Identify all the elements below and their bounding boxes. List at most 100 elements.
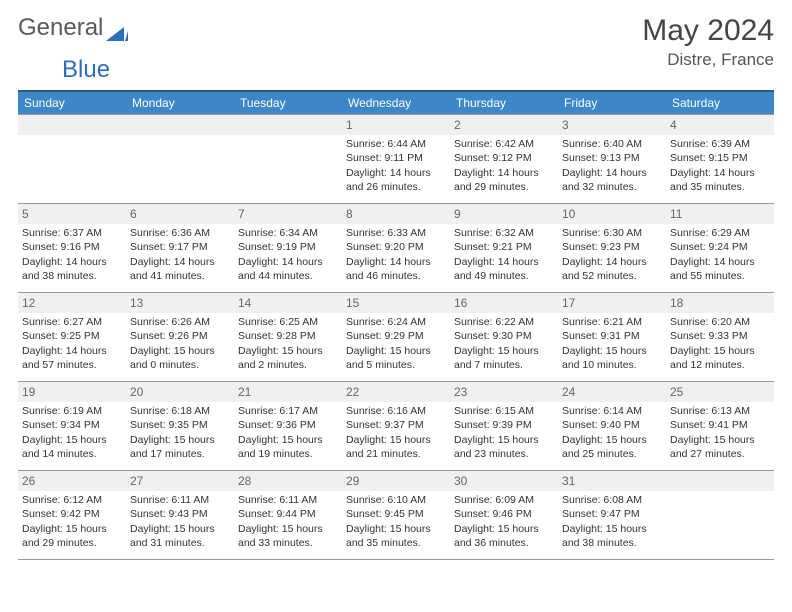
day-number: 13 xyxy=(126,293,234,313)
calendar: Sunday Monday Tuesday Wednesday Thursday… xyxy=(18,90,774,560)
daylight-text: Daylight: 15 hours and 23 minutes. xyxy=(454,433,554,461)
day-number: 2 xyxy=(450,115,558,135)
daylight-text: Daylight: 15 hours and 12 minutes. xyxy=(670,344,770,372)
weekday-tue: Tuesday xyxy=(234,92,342,114)
sunset-text: Sunset: 9:15 PM xyxy=(670,151,770,165)
sunset-text: Sunset: 9:45 PM xyxy=(346,507,446,521)
daylight-text: Daylight: 14 hours and 26 minutes. xyxy=(346,166,446,194)
sunset-text: Sunset: 9:33 PM xyxy=(670,329,770,343)
sunset-text: Sunset: 9:40 PM xyxy=(562,418,662,432)
daylight-text: Daylight: 15 hours and 35 minutes. xyxy=(346,522,446,550)
sunrise-text: Sunrise: 6:27 AM xyxy=(22,315,122,329)
day-number-empty xyxy=(126,115,234,135)
daylight-text: Daylight: 15 hours and 14 minutes. xyxy=(22,433,122,461)
week-row: 26Sunrise: 6:12 AMSunset: 9:42 PMDayligh… xyxy=(18,471,774,560)
day-number: 6 xyxy=(126,204,234,224)
sunrise-text: Sunrise: 6:08 AM xyxy=(562,493,662,507)
daylight-text: Daylight: 15 hours and 27 minutes. xyxy=(670,433,770,461)
day-cell: 24Sunrise: 6:14 AMSunset: 9:40 PMDayligh… xyxy=(558,382,666,470)
daylight-text: Daylight: 14 hours and 44 minutes. xyxy=(238,255,338,283)
day-number: 30 xyxy=(450,471,558,491)
day-number: 26 xyxy=(18,471,126,491)
sunset-text: Sunset: 9:19 PM xyxy=(238,240,338,254)
day-cell: 20Sunrise: 6:18 AMSunset: 9:35 PMDayligh… xyxy=(126,382,234,470)
daylight-text: Daylight: 14 hours and 32 minutes. xyxy=(562,166,662,194)
day-number: 3 xyxy=(558,115,666,135)
daylight-text: Daylight: 14 hours and 46 minutes. xyxy=(346,255,446,283)
month-title: May 2024 xyxy=(642,14,774,48)
sunset-text: Sunset: 9:36 PM xyxy=(238,418,338,432)
day-number: 19 xyxy=(18,382,126,402)
sunrise-text: Sunrise: 6:22 AM xyxy=(454,315,554,329)
logo-text-1: General xyxy=(18,14,103,42)
sunrise-text: Sunrise: 6:32 AM xyxy=(454,226,554,240)
daylight-text: Daylight: 14 hours and 38 minutes. xyxy=(22,255,122,283)
sunset-text: Sunset: 9:30 PM xyxy=(454,329,554,343)
sunrise-text: Sunrise: 6:34 AM xyxy=(238,226,338,240)
sunset-text: Sunset: 9:42 PM xyxy=(22,507,122,521)
day-number-empty xyxy=(234,115,342,135)
sunset-text: Sunset: 9:20 PM xyxy=(346,240,446,254)
sunset-text: Sunset: 9:31 PM xyxy=(562,329,662,343)
day-number: 16 xyxy=(450,293,558,313)
daylight-text: Daylight: 15 hours and 29 minutes. xyxy=(22,522,122,550)
weekday-fri: Friday xyxy=(558,92,666,114)
daylight-text: Daylight: 14 hours and 57 minutes. xyxy=(22,344,122,372)
day-cell xyxy=(666,471,774,559)
day-cell: 3Sunrise: 6:40 AMSunset: 9:13 PMDaylight… xyxy=(558,115,666,203)
day-number: 28 xyxy=(234,471,342,491)
daylight-text: Daylight: 15 hours and 36 minutes. xyxy=(454,522,554,550)
day-cell: 2Sunrise: 6:42 AMSunset: 9:12 PMDaylight… xyxy=(450,115,558,203)
sunrise-text: Sunrise: 6:11 AM xyxy=(238,493,338,507)
weekday-sat: Saturday xyxy=(666,92,774,114)
sunset-text: Sunset: 9:35 PM xyxy=(130,418,230,432)
day-number: 18 xyxy=(666,293,774,313)
sunset-text: Sunset: 9:43 PM xyxy=(130,507,230,521)
daylight-text: Daylight: 15 hours and 7 minutes. xyxy=(454,344,554,372)
day-number: 4 xyxy=(666,115,774,135)
sunset-text: Sunset: 9:17 PM xyxy=(130,240,230,254)
sunrise-text: Sunrise: 6:24 AM xyxy=(346,315,446,329)
day-cell: 22Sunrise: 6:16 AMSunset: 9:37 PMDayligh… xyxy=(342,382,450,470)
sunset-text: Sunset: 9:21 PM xyxy=(454,240,554,254)
sunrise-text: Sunrise: 6:15 AM xyxy=(454,404,554,418)
daylight-text: Daylight: 15 hours and 0 minutes. xyxy=(130,344,230,372)
day-number: 12 xyxy=(18,293,126,313)
sunrise-text: Sunrise: 6:44 AM xyxy=(346,137,446,151)
sunset-text: Sunset: 9:23 PM xyxy=(562,240,662,254)
day-cell xyxy=(234,115,342,203)
sunrise-text: Sunrise: 6:30 AM xyxy=(562,226,662,240)
sunset-text: Sunset: 9:39 PM xyxy=(454,418,554,432)
sunset-text: Sunset: 9:28 PM xyxy=(238,329,338,343)
daylight-text: Daylight: 15 hours and 25 minutes. xyxy=(562,433,662,461)
location: Distre, France xyxy=(642,50,774,70)
daylight-text: Daylight: 15 hours and 5 minutes. xyxy=(346,344,446,372)
day-cell: 14Sunrise: 6:25 AMSunset: 9:28 PMDayligh… xyxy=(234,293,342,381)
sunset-text: Sunset: 9:44 PM xyxy=(238,507,338,521)
day-number: 10 xyxy=(558,204,666,224)
sunrise-text: Sunrise: 6:33 AM xyxy=(346,226,446,240)
day-number: 31 xyxy=(558,471,666,491)
week-row: 1Sunrise: 6:44 AMSunset: 9:11 PMDaylight… xyxy=(18,114,774,204)
sunrise-text: Sunrise: 6:26 AM xyxy=(130,315,230,329)
day-cell: 5Sunrise: 6:37 AMSunset: 9:16 PMDaylight… xyxy=(18,204,126,292)
daylight-text: Daylight: 15 hours and 33 minutes. xyxy=(238,522,338,550)
weekday-thu: Thursday xyxy=(450,92,558,114)
day-cell: 1Sunrise: 6:44 AMSunset: 9:11 PMDaylight… xyxy=(342,115,450,203)
weekday-sun: Sunday xyxy=(18,92,126,114)
logo-text-2: Blue xyxy=(62,56,110,83)
daylight-text: Daylight: 15 hours and 21 minutes. xyxy=(346,433,446,461)
day-cell: 18Sunrise: 6:20 AMSunset: 9:33 PMDayligh… xyxy=(666,293,774,381)
day-number: 22 xyxy=(342,382,450,402)
sunrise-text: Sunrise: 6:29 AM xyxy=(670,226,770,240)
day-number: 1 xyxy=(342,115,450,135)
daylight-text: Daylight: 15 hours and 17 minutes. xyxy=(130,433,230,461)
sunset-text: Sunset: 9:41 PM xyxy=(670,418,770,432)
sunset-text: Sunset: 9:13 PM xyxy=(562,151,662,165)
weekday-header: Sunday Monday Tuesday Wednesday Thursday… xyxy=(18,90,774,114)
day-number: 14 xyxy=(234,293,342,313)
day-number: 21 xyxy=(234,382,342,402)
sunrise-text: Sunrise: 6:16 AM xyxy=(346,404,446,418)
week-row: 12Sunrise: 6:27 AMSunset: 9:25 PMDayligh… xyxy=(18,293,774,382)
daylight-text: Daylight: 14 hours and 29 minutes. xyxy=(454,166,554,194)
